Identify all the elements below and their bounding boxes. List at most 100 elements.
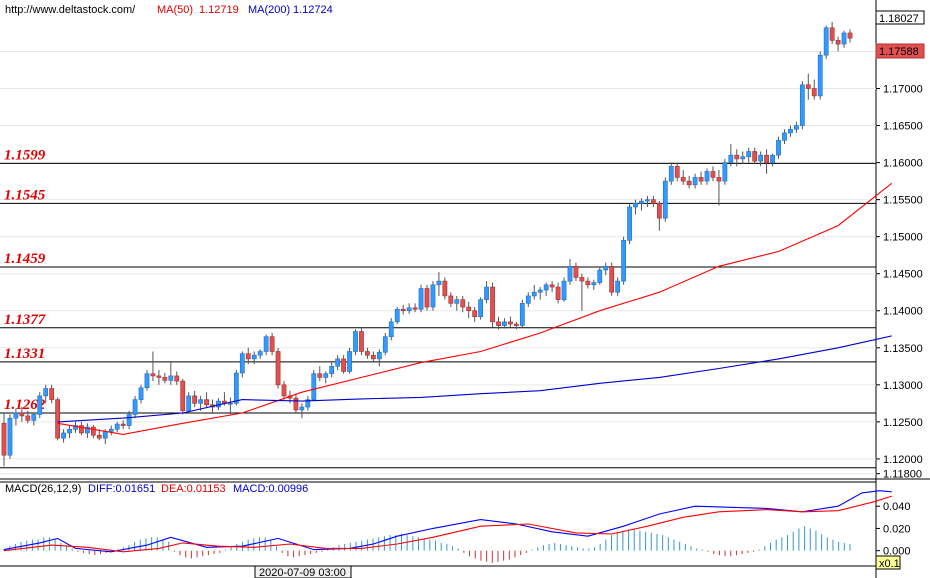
- price-tick-label: 1.14000: [883, 306, 923, 318]
- candle-body: [347, 351, 352, 372]
- candle-body: [382, 336, 388, 353]
- candle-body: [144, 373, 150, 389]
- candle-body: [55, 399, 61, 439]
- candle-body: [603, 265, 609, 271]
- candle-body: [186, 395, 192, 412]
- candle-body: [281, 384, 287, 397]
- candle-body: [740, 156, 746, 160]
- candle-body: [442, 280, 448, 297]
- candle-body: [555, 286, 561, 300]
- candle-body: [430, 284, 436, 308]
- candle-body: [25, 415, 31, 421]
- candle-body: [370, 354, 376, 360]
- candle-body: [692, 177, 698, 186]
- candle-body: [519, 303, 525, 326]
- candle-body: [537, 289, 543, 293]
- candle-body: [424, 288, 430, 308]
- candle-body: [805, 84, 811, 89]
- candle-body: [257, 351, 263, 356]
- candle-body: [156, 375, 162, 378]
- candle-body: [752, 151, 758, 162]
- candle-body: [835, 40, 841, 45]
- candle-body: [7, 417, 13, 456]
- candle-body: [770, 154, 775, 163]
- candle-body: [1, 423, 7, 456]
- candle-body: [454, 299, 460, 304]
- source-url[interactable]: http://www.deltastock.com/: [5, 4, 136, 16]
- candle-body: [793, 125, 799, 130]
- level-label: 1.1377: [4, 312, 46, 328]
- level-label: 1.1262: [4, 397, 46, 413]
- candle-body: [31, 414, 37, 421]
- candle-body: [412, 307, 418, 310]
- candle-body: [799, 84, 805, 126]
- candle-body: [79, 425, 84, 434]
- candle-body: [543, 284, 549, 291]
- candle-body: [49, 388, 55, 400]
- candle-body: [43, 388, 49, 397]
- candle-body: [269, 336, 275, 352]
- candle-body: [615, 280, 621, 293]
- candle-body: [621, 240, 626, 282]
- candle-body: [376, 351, 382, 360]
- candle-body: [85, 426, 90, 434]
- last-price-value: 1.17588: [879, 46, 919, 58]
- candle-body: [776, 140, 781, 156]
- candle-body: [710, 171, 716, 178]
- candle-body: [531, 291, 537, 297]
- candle-body: [67, 428, 72, 434]
- candle-body: [478, 299, 484, 317]
- candle-body: [168, 375, 174, 381]
- candle-body: [150, 373, 156, 377]
- candle-body: [645, 199, 650, 202]
- price-tick-label: 1.13500: [883, 343, 923, 355]
- candle-body: [305, 399, 311, 408]
- ma200-value: 1.12724: [293, 4, 333, 16]
- candle-body: [114, 423, 120, 430]
- macd-name: MACD(26,12,9): [5, 483, 81, 495]
- macd-diff-value: DIFF:0.01651: [88, 483, 155, 495]
- candle-body: [90, 426, 96, 436]
- candle-body: [204, 399, 209, 406]
- zoom-label[interactable]: x0.1: [879, 558, 900, 570]
- candle-body: [764, 154, 769, 163]
- candle-body: [579, 277, 585, 282]
- zoom-box[interactable]: [875, 555, 901, 570]
- macd-dea-line: [3, 495, 892, 553]
- moving-average-lines: [57, 182, 893, 435]
- candle-body: [359, 331, 364, 352]
- candle-body: [597, 269, 603, 283]
- candle-body: [400, 308, 406, 312]
- candle-body: [788, 128, 793, 134]
- candle-body: [138, 387, 144, 400]
- last-price-box: [875, 43, 925, 59]
- candle-body: [525, 295, 531, 304]
- candle-body: [418, 288, 424, 310]
- candle-body: [132, 399, 138, 415]
- candle-body: [502, 321, 507, 326]
- candle-body: [841, 32, 847, 45]
- candle-body: [317, 373, 323, 378]
- price-tick-label: 1.12500: [883, 417, 923, 429]
- candle-body: [102, 431, 108, 439]
- candle-body: [716, 177, 722, 182]
- candle-body: [656, 203, 662, 219]
- ma50-label: MA(50): [157, 4, 193, 16]
- candle-body: [299, 406, 305, 411]
- x-cursor-label: 2020-07-09 03:00: [259, 567, 346, 578]
- candle-body: [728, 154, 734, 163]
- price-tick-label: 1.11800: [883, 469, 922, 481]
- candle-body: [585, 280, 591, 286]
- candle-body: [823, 27, 829, 56]
- candle-body: [567, 265, 573, 282]
- candle-body: [365, 351, 370, 356]
- price-tick-label: 1.15000: [883, 232, 923, 244]
- candle-body: [573, 265, 579, 278]
- candle-body: [782, 132, 787, 141]
- candle-body: [472, 310, 478, 317]
- candle-body: [120, 423, 126, 426]
- candle-body: [335, 358, 341, 367]
- candle-body: [466, 306, 472, 312]
- candle-body: [591, 282, 597, 286]
